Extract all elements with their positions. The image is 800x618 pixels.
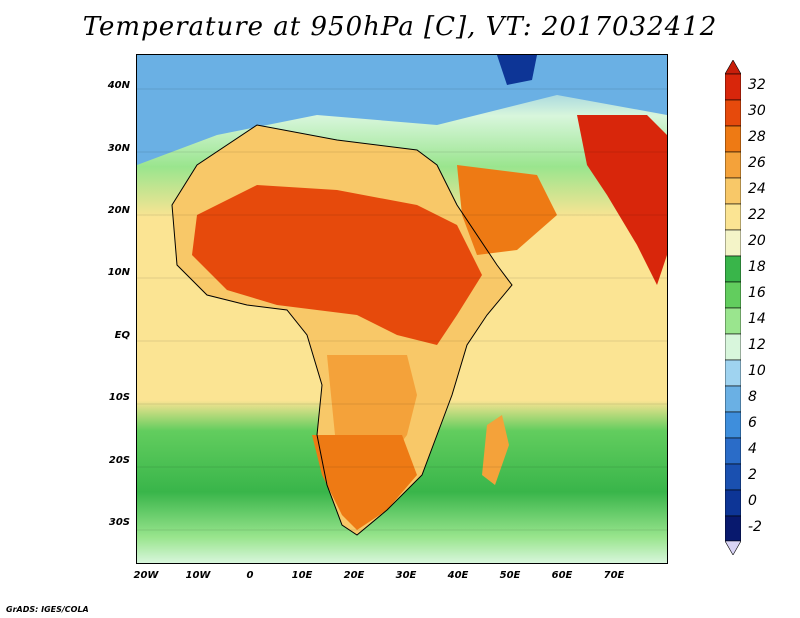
- footer-credit: GrADS: IGES/COLA: [6, 605, 89, 614]
- lat-tick-10s: 10S: [108, 392, 130, 403]
- colorbar-swatch-30: [725, 99, 741, 127]
- colorbar-label-24: 24: [748, 181, 766, 197]
- colorbar-label-4: 4: [748, 441, 757, 457]
- cold-north-region: [137, 55, 667, 165]
- colorbar-swatch-24: [725, 177, 741, 205]
- lon-tick-10e: 10E: [291, 570, 313, 581]
- lat-tick-eq: EQ: [114, 330, 130, 341]
- colorbar-swatch-2: [725, 463, 741, 491]
- colorbar-label-26: 26: [748, 155, 766, 171]
- colorbar-bottom-arrow: [725, 540, 741, 555]
- southern-africa-warm: [312, 435, 417, 530]
- lon-tick-30e: 30E: [395, 570, 417, 581]
- colorbar-swatch-12: [725, 333, 741, 361]
- colorbar-swatch-20: [725, 229, 741, 257]
- colorbar-label-8: 8: [748, 389, 757, 405]
- map-title: Temperature at 950hPa [C], VT: 201703241…: [82, 12, 718, 42]
- arabia-warm: [457, 165, 557, 255]
- africa-coastline: [171, 124, 513, 536]
- lon-tick-40e: 40E: [447, 570, 469, 581]
- temperature-map: [136, 54, 668, 564]
- lat-tick-40n: 40N: [107, 80, 130, 91]
- colorbar-label-30: 30: [748, 103, 766, 119]
- colorbar-label-14: 14: [748, 311, 766, 327]
- colorbar-swatch-14: [725, 307, 741, 335]
- colorbar-swatch-26: [725, 151, 741, 179]
- coldest-region: [497, 55, 537, 85]
- colorbar-label-0: 0: [748, 493, 757, 509]
- colorbar-swatch-0: [725, 489, 741, 517]
- colorbar-label-16: 16: [748, 285, 766, 301]
- colorbar-label-32: 32: [748, 77, 766, 93]
- colorbar-label-10: 10: [748, 363, 766, 379]
- graticule: [137, 88, 667, 531]
- sahel-hot-zone: [192, 185, 482, 345]
- lon-tick-0: 0: [246, 570, 254, 581]
- colorbar-swatch-4: [725, 437, 741, 465]
- madagascar: [482, 415, 509, 485]
- colorbar-swatch-8: [725, 385, 741, 413]
- colorbar-swatch-16: [725, 281, 741, 309]
- colorbar-swatch-18: [725, 255, 741, 283]
- lat-tick-30n: 30N: [107, 143, 130, 154]
- colorbar-swatch-6: [725, 411, 741, 439]
- colorbar-label-28: 28: [748, 129, 766, 145]
- colorbar-label-m2: -2: [748, 519, 762, 535]
- colorbar-label-12: 12: [748, 337, 766, 353]
- lon-tick-20e: 20E: [343, 570, 365, 581]
- lon-tick-70e: 70E: [603, 570, 625, 581]
- colorbar-top-arrow: [725, 60, 741, 75]
- colorbar: [725, 60, 741, 555]
- colorbar-label-18: 18: [748, 259, 766, 275]
- colorbar-label-2: 2: [748, 467, 757, 483]
- colorbar-label-22: 22: [748, 207, 766, 223]
- lon-tick-20w: 20W: [133, 570, 159, 581]
- map-canvas: [137, 55, 667, 563]
- lon-tick-50e: 50E: [499, 570, 521, 581]
- colorbar-swatch-m2: [725, 515, 741, 542]
- india-hot: [577, 115, 667, 285]
- lon-tick-60e: 60E: [551, 570, 573, 581]
- lon-tick-10w: 10W: [185, 570, 211, 581]
- lat-tick-30s: 30S: [108, 517, 130, 528]
- colorbar-label-20: 20: [748, 233, 766, 249]
- colorbar-swatch-10: [725, 359, 741, 387]
- colorbar-swatch-22: [725, 203, 741, 231]
- lat-tick-10n: 10N: [107, 267, 130, 278]
- lat-tick-20s: 20S: [108, 455, 130, 466]
- lat-tick-20n: 20N: [107, 205, 130, 216]
- colorbar-label-6: 6: [748, 415, 757, 431]
- colorbar-swatch-32: [725, 73, 741, 101]
- colorbar-swatch-28: [725, 125, 741, 153]
